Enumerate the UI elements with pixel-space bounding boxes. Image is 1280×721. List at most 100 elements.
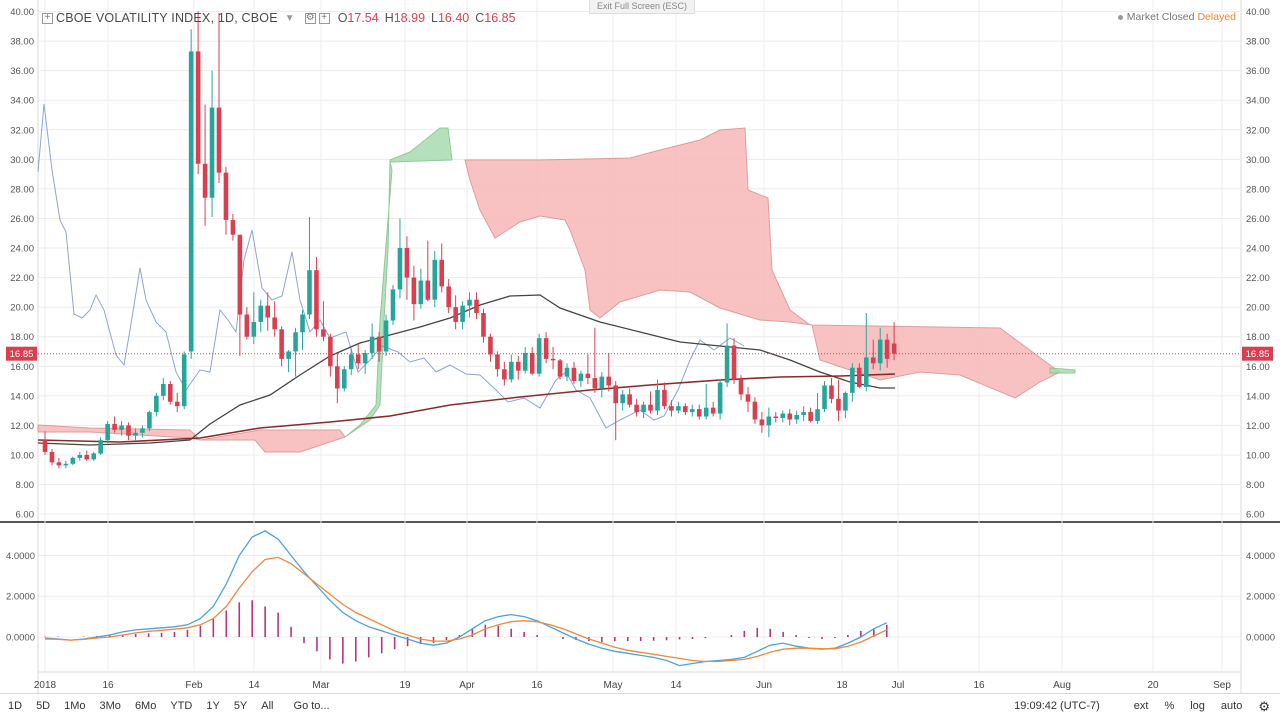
candle-body <box>543 338 549 359</box>
range-ytd[interactable]: YTD <box>170 700 193 712</box>
y-tick-label-left: 22.00 <box>10 273 34 284</box>
gear-icon[interactable]: ⚙ <box>1258 698 1270 714</box>
y-tick-label-left: 20.00 <box>10 303 34 314</box>
candle-body <box>348 354 354 370</box>
time-axis: 2018 16 Feb 14 Mar 19 Apr 16 May 14 Jun 18 Jul 16 Aug 2… <box>34 680 1231 691</box>
low-value: 16.40 <box>437 11 470 25</box>
settings-square-icon[interactable]: ⚙ <box>304 12 316 24</box>
y-tick-label-left: 12.00 <box>10 421 34 432</box>
y-tick-label-right: 16.00 <box>1246 362 1270 373</box>
candle-body <box>752 401 758 420</box>
auto-scale-toggle[interactable]: auto <box>1220 700 1243 712</box>
y-tick-label-right: 24.00 <box>1246 244 1270 255</box>
x-tick-label: Jun <box>756 680 772 691</box>
candle-body <box>383 320 389 352</box>
add-square-icon[interactable]: + <box>318 12 330 24</box>
ext-hours-toggle[interactable]: ext <box>1133 700 1149 712</box>
symbol-title[interactable]: CBOE VOLATILITY INDEX, 1D, CBOE <box>56 11 278 25</box>
candle-body <box>244 314 250 337</box>
open-label: O <box>337 11 348 25</box>
range-1mo[interactable]: 1Mo <box>64 700 86 712</box>
y-tick-label-right: 22.00 <box>1246 273 1270 284</box>
candle-body <box>376 336 382 352</box>
range-all[interactable]: All <box>261 700 274 712</box>
y-tick-label-right: 10.00 <box>1246 450 1270 461</box>
candle-body <box>655 389 660 411</box>
candle-body <box>154 395 159 413</box>
candle-body <box>529 352 535 374</box>
candle-body <box>648 404 653 411</box>
open-value: 17.54 <box>347 11 379 25</box>
y-tick-label-right: 14.00 <box>1246 391 1270 402</box>
candle-body <box>307 270 312 315</box>
x-tick-label: Feb <box>185 680 203 691</box>
candle-body <box>850 367 855 393</box>
high-value: 18.99 <box>393 11 426 25</box>
ma-brown-line <box>37 373 896 443</box>
candle-body <box>133 432 138 436</box>
y-tick-label-left: 24.00 <box>10 244 34 255</box>
candle-body <box>140 428 145 433</box>
x-tick-label: Apr <box>459 680 475 691</box>
y-tick-label-right: 34.00 <box>1246 96 1270 107</box>
candle-body <box>599 376 605 389</box>
candle-body <box>314 270 319 330</box>
candle-body <box>502 369 507 380</box>
log-scale-toggle[interactable]: log <box>1190 700 1205 712</box>
range-5d[interactable]: 5D <box>36 700 51 712</box>
x-tick-label: 16 <box>973 680 985 691</box>
last-price-tag-right-bg <box>1242 346 1273 361</box>
candle-body <box>780 413 786 418</box>
range-1y[interactable]: 1Y <box>206 700 220 712</box>
y-tick-label-left: 28.00 <box>10 184 34 195</box>
clock-readout[interactable]: 19:09:42 (UTC-7) <box>1014 700 1100 712</box>
candle-body <box>460 305 465 322</box>
candle-body <box>237 234 243 315</box>
y-tick-label-left: 18.00 <box>10 332 34 343</box>
candle-body <box>126 425 131 436</box>
x-tick-label: 20 <box>1147 680 1159 691</box>
candle-body <box>550 358 556 361</box>
x-tick-label: 16 <box>531 680 543 691</box>
y-tick-label-right: 26.00 <box>1246 214 1270 225</box>
cloud-bear-main <box>464 127 1061 399</box>
candle-body <box>683 406 688 413</box>
chevron-down-icon[interactable]: ▼ <box>284 12 295 24</box>
last-price-tag-left-bg <box>6 346 37 361</box>
candle-body <box>710 407 716 414</box>
pane-separator <box>0 521 1280 523</box>
candle-body <box>167 383 173 402</box>
candle-body <box>390 289 396 321</box>
candle-body <box>411 277 417 305</box>
candle-body <box>884 339 890 359</box>
candle-body <box>488 336 493 355</box>
candle-body <box>98 440 103 454</box>
candle-body <box>105 423 110 441</box>
range-5y[interactable]: 5Y <box>233 700 248 712</box>
x-tick-label: Jul <box>892 680 905 691</box>
range-1d[interactable]: 1D <box>8 700 23 712</box>
candle-body <box>42 440 48 452</box>
candle-body <box>620 394 625 404</box>
candle-body <box>585 373 591 379</box>
candle-body <box>202 163 208 198</box>
percent-scale-toggle[interactable]: % <box>1164 700 1175 712</box>
candle-body <box>174 401 180 407</box>
candle-body <box>474 299 479 314</box>
y-tick-label-right: 28.00 <box>1246 184 1270 195</box>
candle-body <box>829 385 834 399</box>
range-6mo[interactable]: 6Mo <box>134 700 157 712</box>
osc-tick-label-left: 0.0000 <box>6 633 35 644</box>
go-to-date-button[interactable]: Go to... <box>293 700 330 712</box>
x-tick-label: 14 <box>248 680 260 691</box>
exit-fullscreen-toast[interactable]: Exit Full Screen (ESC) <box>589 0 695 14</box>
market-closed-label: Market Closed <box>1126 11 1195 23</box>
expand-icon[interactable]: + <box>42 12 53 24</box>
y-tick-label-left: 30.00 <box>10 155 34 166</box>
range-3mo[interactable]: 3Mo <box>99 700 121 712</box>
chart-canvas[interactable]: 40.00 40.00 38.00 38.00 36.00 36.00 34.00 34.00… <box>0 0 1280 693</box>
range-selector: 1D 5D 1Mo 3Mo 6Mo YTD 1Y 5Y All Go to... <box>8 700 344 712</box>
cloud-bull-spike <box>344 127 453 438</box>
y-tick-label-right: 6.00 <box>1246 510 1265 521</box>
y-tick-label-right: 12.00 <box>1246 421 1270 432</box>
